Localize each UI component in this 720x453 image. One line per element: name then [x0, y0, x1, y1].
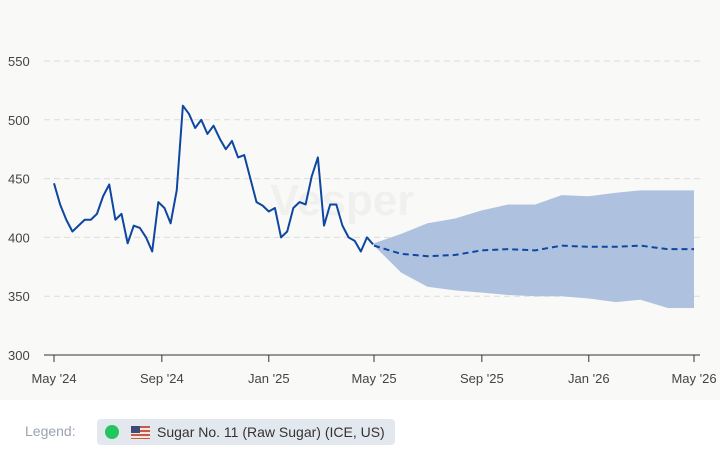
- legend: Legend: Sugar No. 11 (Raw Sugar) (ICE, U…: [0, 400, 720, 453]
- x-tick-label: Jan '26: [568, 371, 610, 386]
- legend-label: Legend:: [25, 423, 76, 439]
- y-tick-label: 350: [8, 289, 30, 304]
- x-tick-label: May '26: [671, 371, 716, 386]
- x-tick-label: Sep '24: [140, 371, 184, 386]
- series-status-dot-icon: [105, 425, 119, 439]
- forecast-confidence-band: [374, 190, 694, 308]
- x-tick-label: May '25: [351, 371, 396, 386]
- legend-item-label: Sugar No. 11 (Raw Sugar) (ICE, US): [157, 424, 385, 440]
- y-tick-label: 550: [8, 54, 30, 69]
- x-tick-label: Jan '25: [248, 371, 290, 386]
- forecast-line: [373, 244, 694, 258]
- us-flag-icon: [131, 425, 150, 439]
- x-tick-label: May '24: [31, 371, 76, 386]
- y-tick-label: 300: [8, 348, 30, 363]
- x-tick-label: Sep '25: [460, 371, 504, 386]
- y-tick-label: 450: [8, 172, 30, 187]
- legend-item-sugar[interactable]: Sugar No. 11 (Raw Sugar) (ICE, US): [97, 419, 395, 445]
- y-tick-label: 500: [8, 113, 30, 128]
- y-tick-label: 400: [8, 230, 30, 245]
- history-price-line: [53, 104, 374, 253]
